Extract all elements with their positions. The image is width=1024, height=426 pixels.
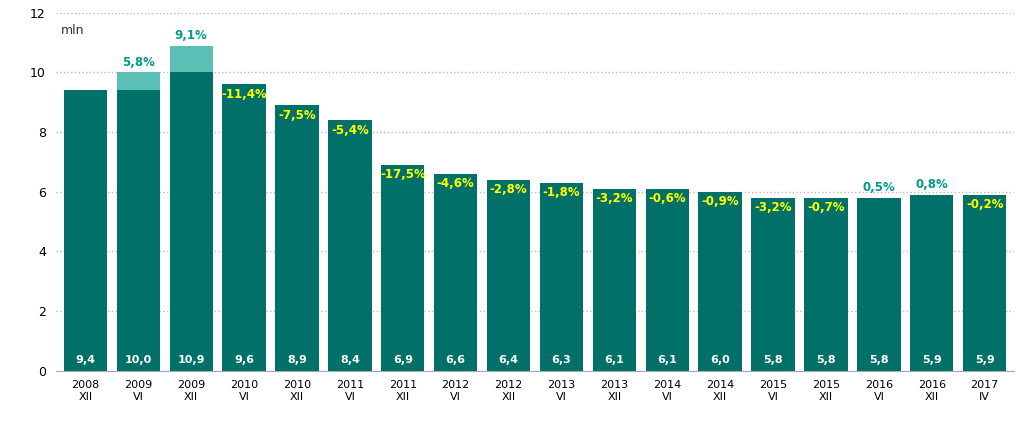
- Text: -5,4%: -5,4%: [331, 124, 369, 137]
- Text: 8,4: 8,4: [340, 355, 359, 365]
- Text: 5,8: 5,8: [763, 355, 783, 365]
- Text: -0,6%: -0,6%: [648, 192, 686, 205]
- Bar: [329, 120, 372, 371]
- Bar: [486, 180, 530, 371]
- Bar: [170, 46, 213, 371]
- Text: 0,5%: 0,5%: [862, 181, 895, 194]
- Text: 0,8%: 0,8%: [915, 178, 948, 191]
- Text: -0,9%: -0,9%: [701, 195, 739, 208]
- Bar: [381, 165, 425, 371]
- Bar: [63, 90, 108, 371]
- Text: 6,3: 6,3: [552, 355, 571, 365]
- Text: 6,1: 6,1: [657, 355, 677, 365]
- Text: 6,4: 6,4: [499, 355, 518, 365]
- Text: 9,6: 9,6: [234, 355, 254, 365]
- Text: -17,5%: -17,5%: [380, 168, 426, 181]
- Text: 5,8: 5,8: [869, 355, 889, 365]
- Text: 9,1%: 9,1%: [175, 29, 208, 42]
- Bar: [117, 72, 160, 90]
- Text: -3,2%: -3,2%: [755, 201, 792, 214]
- Text: -1,8%: -1,8%: [543, 186, 581, 199]
- Bar: [804, 198, 848, 371]
- Bar: [222, 84, 266, 371]
- Bar: [540, 183, 584, 371]
- Bar: [275, 105, 318, 371]
- Bar: [963, 195, 1007, 371]
- Text: 10,9: 10,9: [177, 355, 205, 365]
- Bar: [857, 198, 900, 371]
- Text: 6,0: 6,0: [711, 355, 730, 365]
- Text: -0,2%: -0,2%: [966, 198, 1004, 211]
- Text: 5,8: 5,8: [816, 355, 836, 365]
- Bar: [752, 198, 795, 371]
- Bar: [170, 46, 213, 72]
- Bar: [645, 189, 689, 371]
- Text: -7,5%: -7,5%: [279, 109, 315, 122]
- Text: -2,8%: -2,8%: [489, 183, 527, 196]
- Text: 5,8%: 5,8%: [122, 56, 155, 69]
- Text: -3,2%: -3,2%: [596, 192, 633, 205]
- Bar: [698, 192, 741, 371]
- Text: 5,9: 5,9: [975, 355, 994, 365]
- Text: 5,9: 5,9: [922, 355, 942, 365]
- Text: -0,7%: -0,7%: [807, 201, 845, 214]
- Bar: [910, 195, 953, 371]
- Text: -4,6%: -4,6%: [437, 177, 474, 190]
- Text: 9,4: 9,4: [76, 355, 95, 365]
- Text: 6,1: 6,1: [604, 355, 625, 365]
- Bar: [117, 72, 160, 371]
- Text: 6,9: 6,9: [393, 355, 413, 365]
- Bar: [593, 189, 636, 371]
- Bar: [434, 174, 477, 371]
- Text: 10,0: 10,0: [125, 355, 152, 365]
- Text: mln: mln: [61, 23, 85, 37]
- Text: 8,9: 8,9: [287, 355, 307, 365]
- Text: 6,6: 6,6: [445, 355, 466, 365]
- Text: -11,4%: -11,4%: [221, 88, 267, 101]
